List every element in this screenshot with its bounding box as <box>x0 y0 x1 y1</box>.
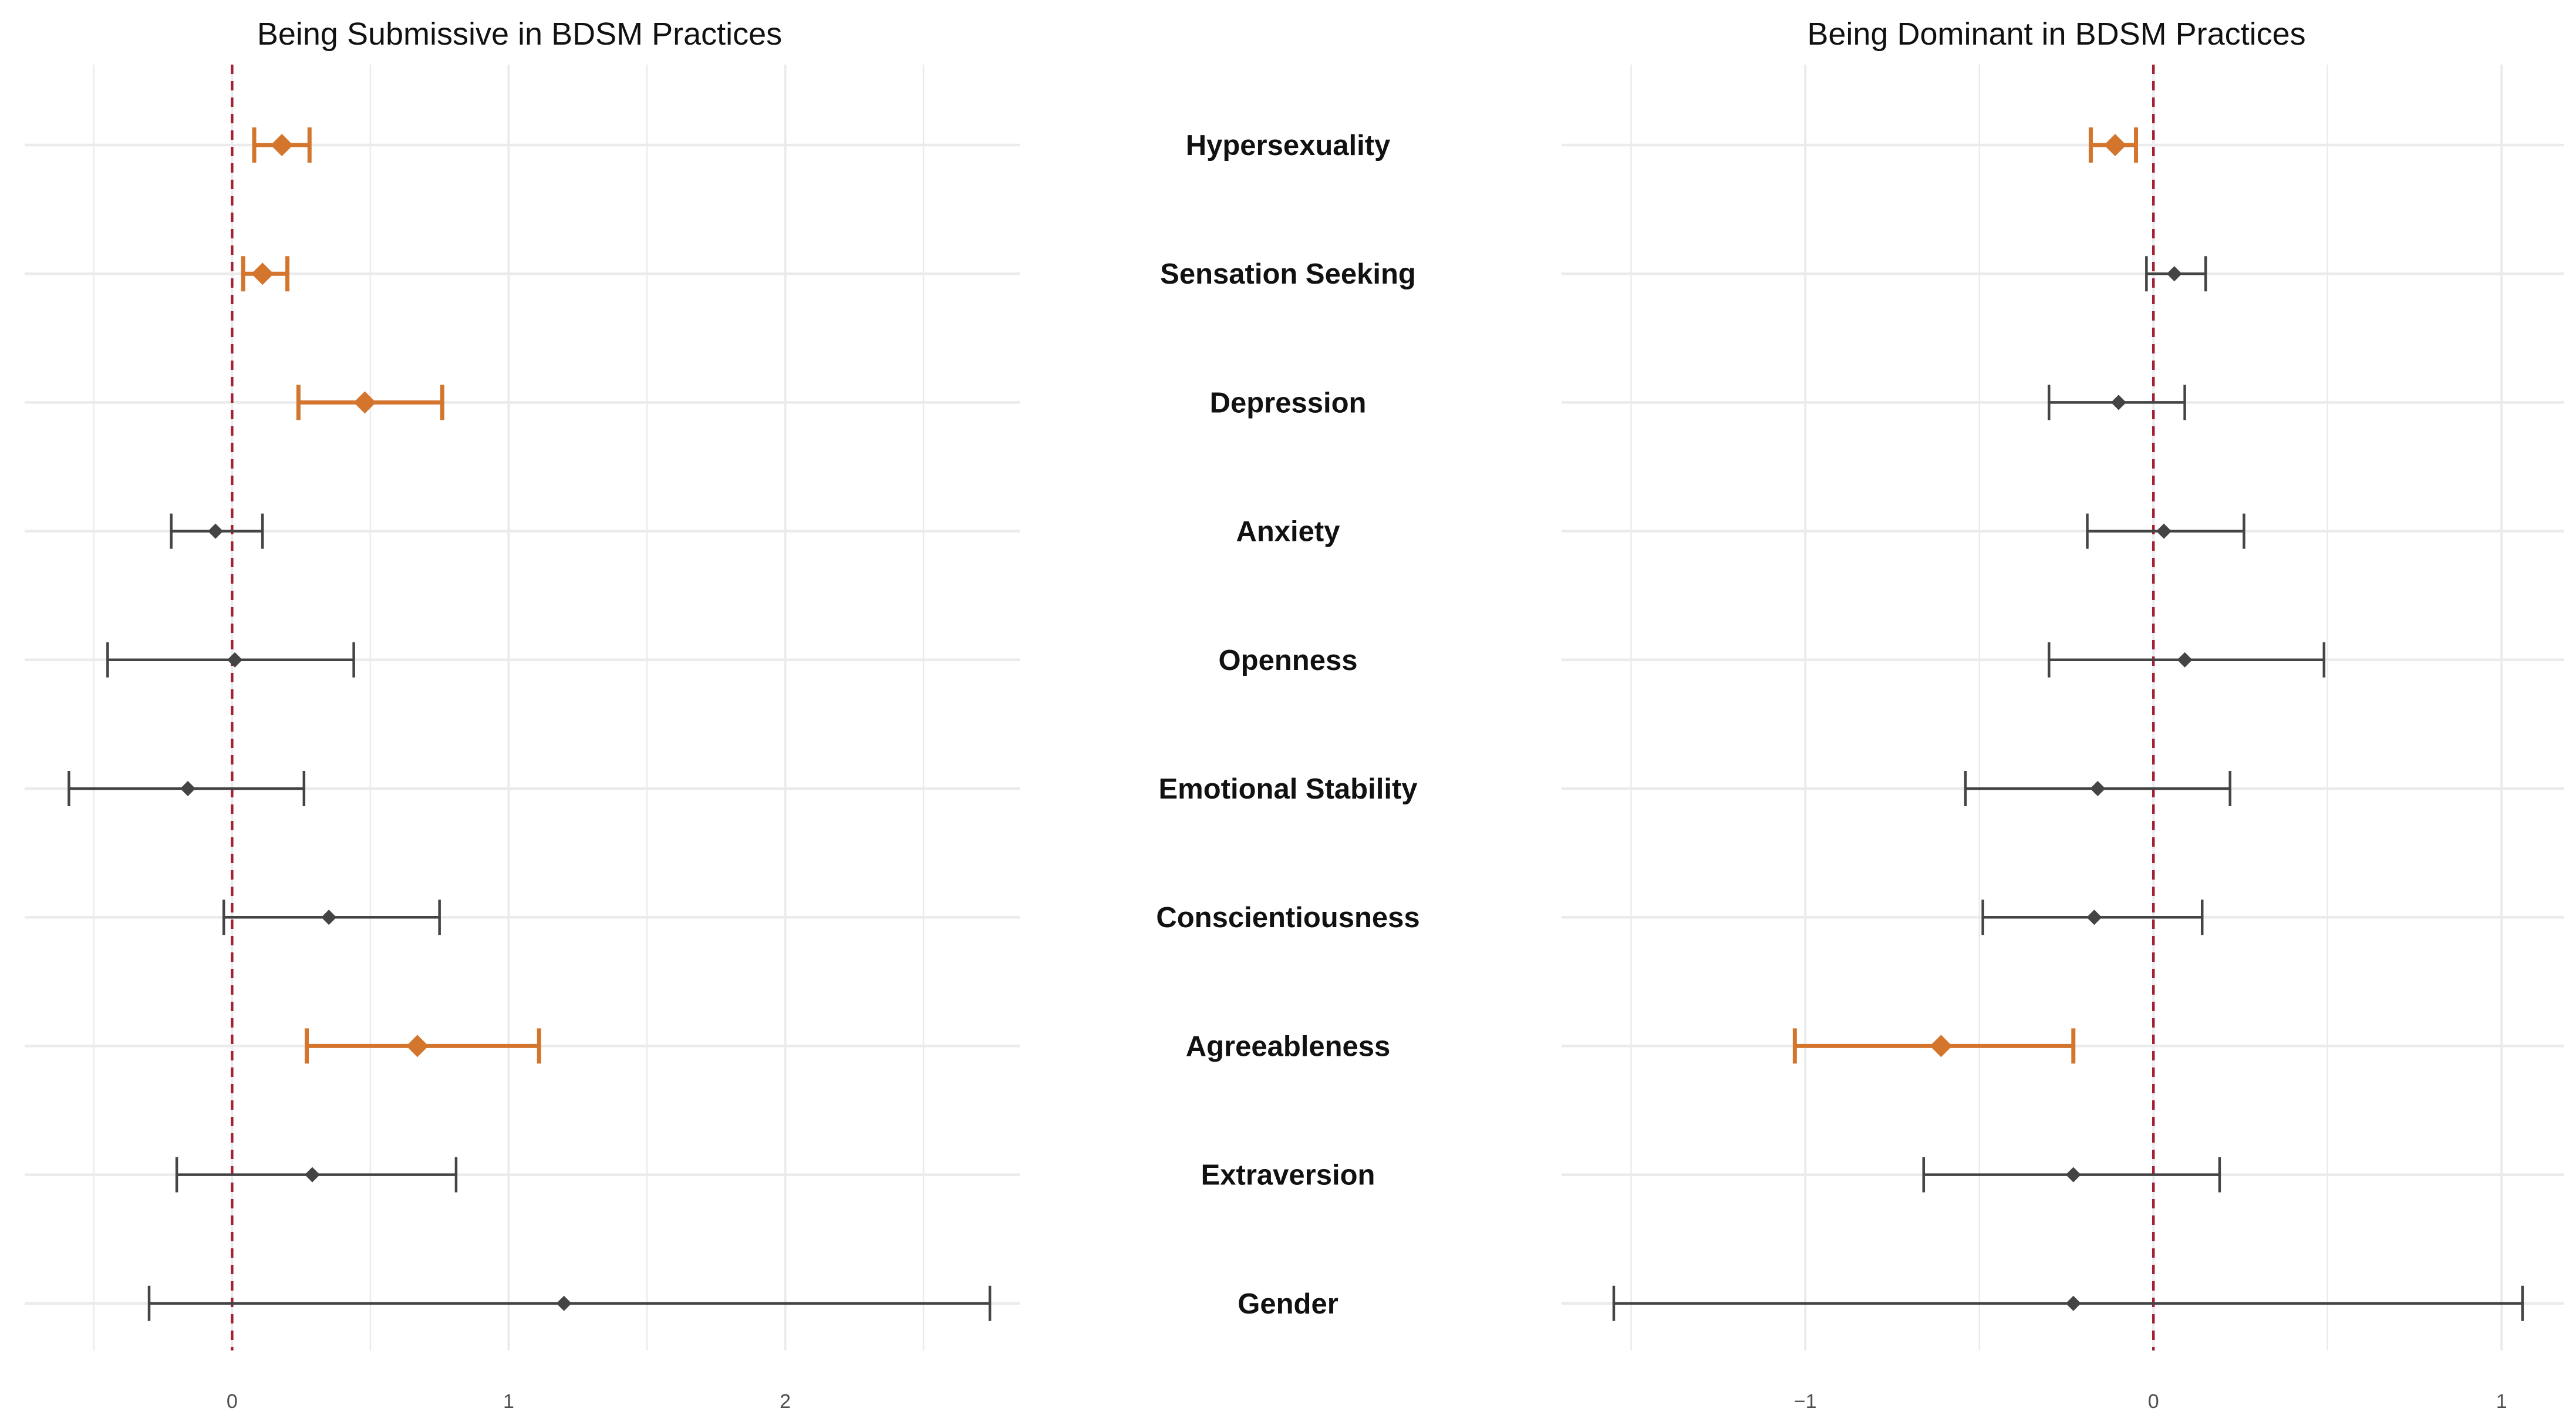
panel-dominant: Being Dominant in BDSM Practices −1 0 1 <box>1562 16 2564 1413</box>
errorbar-submissive-hypersexuality <box>252 127 312 163</box>
point-estimate <box>271 134 294 156</box>
marks-submissive <box>68 127 992 1321</box>
errorbar-submissive-openness <box>106 642 355 678</box>
errorbar-submissive-depression <box>296 385 444 420</box>
panel-title-submissive: Being Submissive in BDSM Practices <box>257 16 782 52</box>
errorbar-dominant-agreeableness <box>1792 1028 2076 1064</box>
errorbar-dominant-depression <box>2048 385 2186 420</box>
x-axis-dominant: −1 0 1 <box>1794 1390 2507 1413</box>
point-estimate <box>2110 395 2126 410</box>
point-estimate <box>321 910 337 925</box>
errorbar-submissive-extraversion <box>175 1157 458 1193</box>
point-estimate <box>208 523 224 539</box>
x-tick-label: 2 <box>780 1390 791 1413</box>
errorbar-submissive-emotional-stability <box>68 771 306 806</box>
x-tick-label: 0 <box>227 1390 238 1413</box>
row-label-agreeableness: Agreeableness <box>1186 1030 1391 1062</box>
x-tick-label: 1 <box>2496 1390 2507 1413</box>
panel-title-dominant: Being Dominant in BDSM Practices <box>1807 16 2305 52</box>
errorbar-submissive-anxiety <box>170 513 264 549</box>
x-axis-submissive: 0 1 2 <box>227 1390 791 1413</box>
point-estimate <box>2065 1167 2081 1183</box>
errorbar-submissive-conscientiousness <box>222 900 441 935</box>
x-tick-label: −1 <box>1794 1390 1817 1413</box>
point-estimate <box>251 262 274 285</box>
errorbar-dominant-openness <box>2048 642 2326 678</box>
row-label-gender: Gender <box>1238 1288 1338 1320</box>
point-estimate <box>227 652 243 668</box>
point-estimate <box>2166 266 2182 282</box>
row-label-anxiety: Anxiety <box>1236 516 1340 548</box>
row-label-openness: Openness <box>1219 645 1358 676</box>
point-estimate <box>2156 523 2172 539</box>
errorbar-dominant-extraversion <box>1922 1157 2221 1193</box>
errorbar-submissive-sensation-seeking <box>241 256 290 292</box>
errorbar-dominant-hypersexuality <box>2088 127 2139 163</box>
x-tick-label: 0 <box>2148 1390 2159 1413</box>
errorbar-dominant-gender <box>1612 1285 2524 1321</box>
errorbar-submissive-agreeableness <box>305 1028 541 1064</box>
point-estimate <box>304 1167 320 1183</box>
point-estimate <box>2103 134 2126 156</box>
point-estimate <box>1930 1035 1953 1057</box>
errorbar-submissive-gender <box>147 1285 992 1321</box>
point-estimate <box>2090 781 2106 796</box>
row-labels: Hypersexuality Sensation Seeking Depressio… <box>1156 130 1420 1320</box>
point-estimate <box>180 781 195 796</box>
row-label-hypersexuality: Hypersexuality <box>1186 130 1391 161</box>
point-estimate <box>556 1295 572 1311</box>
row-label-depression: Depression <box>1210 387 1367 419</box>
marks-dominant <box>1612 127 2524 1321</box>
errorbar-dominant-emotional-stability <box>1964 771 2231 806</box>
errorbar-dominant-sensation-seeking <box>2145 256 2207 292</box>
point-estimate <box>2177 652 2193 668</box>
row-label-extraversion: Extraversion <box>1201 1160 1375 1191</box>
point-estimate <box>406 1035 429 1057</box>
panel-submissive: Being Submissive in BDSM Practices 0 1 2 <box>25 16 1020 1413</box>
x-tick-label: 1 <box>503 1390 514 1413</box>
errorbar-dominant-conscientiousness <box>1981 900 2204 935</box>
point-estimate <box>2065 1295 2081 1311</box>
point-estimate <box>353 391 376 414</box>
errorbar-dominant-anxiety <box>2086 513 2245 549</box>
point-estimate <box>2086 910 2102 925</box>
row-label-emotional-stability: Emotional Stability <box>1158 773 1417 805</box>
row-label-conscientiousness: Conscientiousness <box>1156 902 1420 934</box>
row-label-sensation-seeking: Sensation Seeking <box>1160 258 1416 290</box>
